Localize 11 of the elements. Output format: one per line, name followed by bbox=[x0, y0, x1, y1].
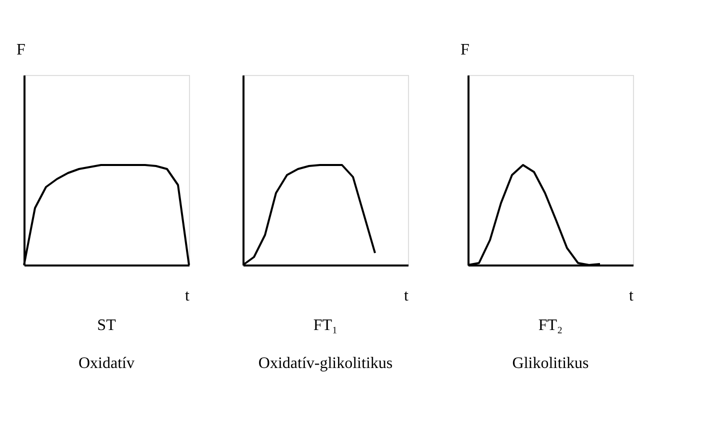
y-axis-title: F bbox=[16, 42, 26, 58]
x-axis-title: t bbox=[404, 288, 410, 304]
text: Oxidatív bbox=[78, 355, 134, 372]
text: ST bbox=[97, 317, 116, 334]
text: FT₁ bbox=[313, 317, 338, 334]
text: Oxidatív-glikolitikus bbox=[258, 355, 393, 372]
text: Glikolitikus bbox=[512, 355, 589, 372]
y-axis-title: F bbox=[460, 42, 470, 58]
x-axis-title: t bbox=[185, 288, 190, 304]
text: FT₂ bbox=[538, 317, 563, 334]
x-axis-title: t bbox=[629, 288, 634, 304]
